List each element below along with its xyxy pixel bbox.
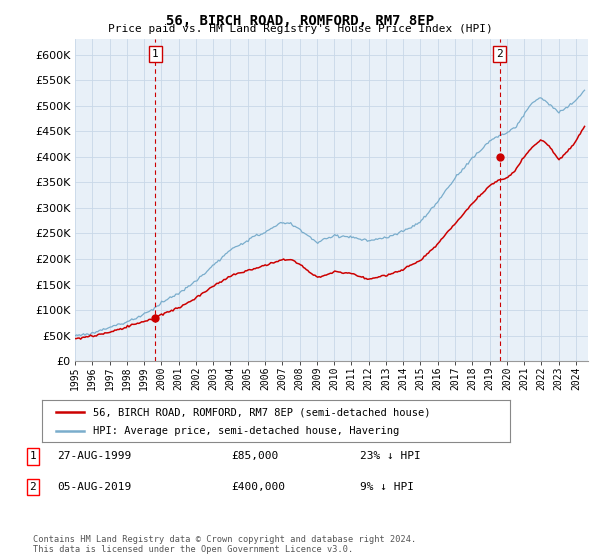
Text: 23% ↓ HPI: 23% ↓ HPI [360,451,421,461]
Text: £400,000: £400,000 [231,482,285,492]
Text: Price paid vs. HM Land Registry's House Price Index (HPI): Price paid vs. HM Land Registry's House … [107,24,493,34]
Text: 1: 1 [152,49,158,59]
Text: 05-AUG-2019: 05-AUG-2019 [57,482,131,492]
Text: 56, BIRCH ROAD, ROMFORD, RM7 8EP (semi-detached house): 56, BIRCH ROAD, ROMFORD, RM7 8EP (semi-d… [94,407,431,417]
Text: HPI: Average price, semi-detached house, Havering: HPI: Average price, semi-detached house,… [94,426,400,436]
Text: 2: 2 [29,482,37,492]
Text: 56, BIRCH ROAD, ROMFORD, RM7 8EP: 56, BIRCH ROAD, ROMFORD, RM7 8EP [166,14,434,28]
Text: 2: 2 [496,49,503,59]
Text: £85,000: £85,000 [231,451,278,461]
Text: 1: 1 [29,451,37,461]
Text: Contains HM Land Registry data © Crown copyright and database right 2024.
This d: Contains HM Land Registry data © Crown c… [33,535,416,554]
Text: 27-AUG-1999: 27-AUG-1999 [57,451,131,461]
Text: 9% ↓ HPI: 9% ↓ HPI [360,482,414,492]
